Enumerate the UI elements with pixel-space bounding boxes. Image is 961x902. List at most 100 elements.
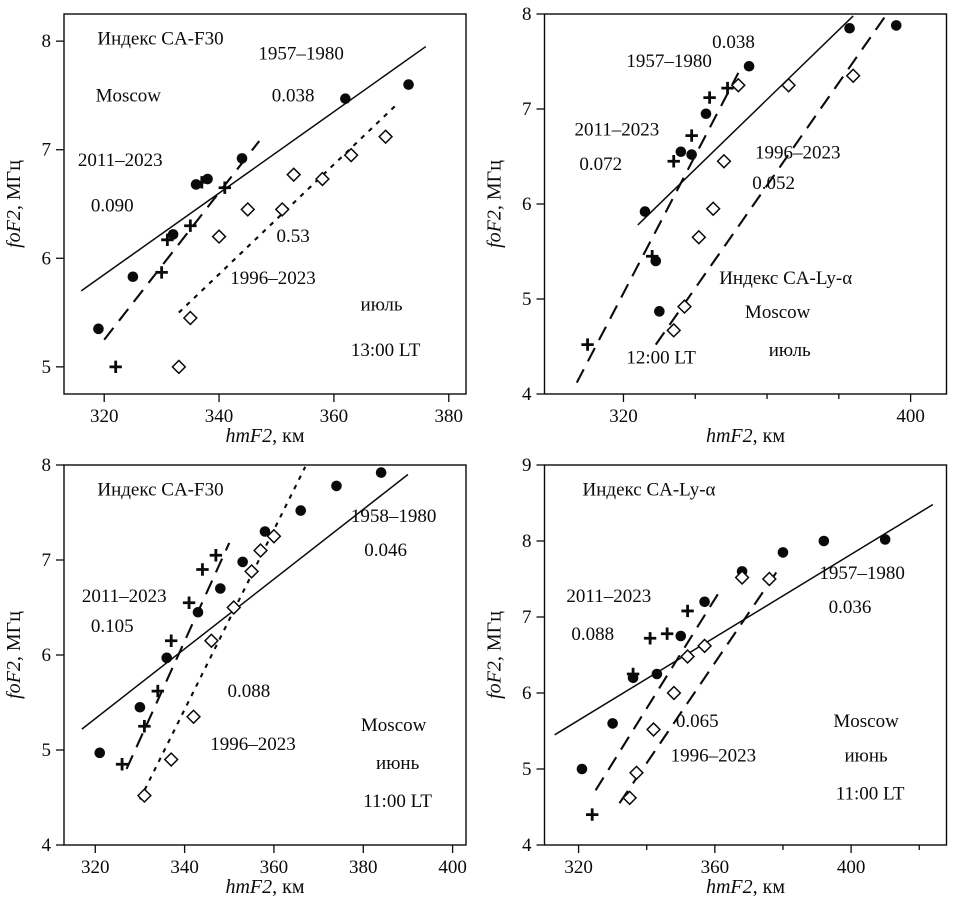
- series-plus: [581, 81, 734, 351]
- data-point-circle: [94, 747, 106, 759]
- scatter-plot-top-left: 320 340 360 380 5 6 7 8 hmF2, км foF2, МГц Индекс …: [0, 0, 480, 451]
- data-point-diamond: [136, 788, 152, 804]
- data-point-circle: [576, 763, 588, 775]
- series-circle: [93, 79, 414, 335]
- fit-line-plus: [103, 140, 261, 341]
- data-point-diamond: [240, 201, 256, 217]
- y-axis-label: foF2, МГц: [3, 611, 25, 699]
- annotation-text: 1957–1980: [626, 51, 712, 72]
- data-point-diamond: [266, 528, 282, 544]
- annotations: Индекс CA-F30 Moscow 1957–1980 0.038 2011–20…: [78, 28, 421, 361]
- y-axis: 4 5 6 7 8 9: [522, 455, 545, 856]
- data-point-circle: [375, 467, 387, 478]
- data-point-circle: [607, 718, 618, 729]
- x-tick-label: 400: [896, 406, 925, 427]
- data-point-circle: [743, 60, 755, 72]
- scatter-plot-bottom-right: 320 360 400 4 5 6 7 8 9 hmF2, км foF2, МГц Индекс C…: [480, 451, 961, 902]
- x-tick-label: 320: [81, 857, 110, 878]
- panel-bottom-left: 320 340 360 380 400 4 5 6 7 8 hmF2, км foF2, МГц Инд…: [0, 451, 480, 902]
- data-point-circle: [879, 534, 891, 545]
- x-axis-label: hmF2, км: [225, 876, 304, 898]
- data-point-circle: [295, 505, 307, 516]
- x-tick-label: 360: [320, 406, 349, 427]
- data-point-diamond: [622, 790, 638, 806]
- x-tick-label: 320: [609, 406, 638, 427]
- data-point-plus: [585, 808, 599, 821]
- annotation-text: 1996–2023: [755, 142, 841, 163]
- data-point-diamond: [716, 153, 732, 169]
- data-point-circle: [167, 229, 179, 240]
- fit-line-plus: [575, 72, 740, 384]
- annotation-text: 13:00 LT: [351, 340, 421, 361]
- data-point-circle: [237, 556, 248, 568]
- data-point-diamond: [781, 77, 797, 93]
- x-tick-label: 400: [837, 857, 866, 878]
- data-point-diamond: [186, 709, 201, 725]
- annotation-text: 0.038: [712, 32, 755, 53]
- annotation-text: 2011–2023: [78, 150, 163, 171]
- x-tick-label: 340: [170, 857, 199, 878]
- data-point-diamond: [734, 570, 750, 585]
- fit-line-plus: [594, 587, 723, 791]
- series-plus: [109, 176, 231, 374]
- annotation-text: Moscow: [833, 711, 899, 732]
- data-point-plus: [643, 632, 657, 645]
- fit-line-diamond: [654, 15, 887, 346]
- series-plus: [115, 549, 223, 771]
- data-point-diamond: [314, 171, 330, 187]
- series-circle: [94, 467, 387, 759]
- data-point-circle: [134, 701, 146, 713]
- y-axis: 5 6 7 8: [42, 31, 64, 378]
- x-tick-label: 360: [701, 857, 730, 878]
- panel-bottom-right: 320 360 400 4 5 6 7 8 9 hmF2, км foF2, МГц Индекс C…: [480, 451, 961, 902]
- data-point-diamond: [691, 229, 707, 245]
- plot-frame: [63, 13, 467, 395]
- annotation-text: 11:00 LT: [836, 783, 905, 804]
- series-circle: [639, 20, 902, 317]
- data-point-plus: [182, 596, 196, 609]
- data-point-circle: [259, 526, 271, 537]
- data-point-diamond: [666, 322, 682, 338]
- data-point-plus: [138, 720, 151, 733]
- data-point-circle: [403, 79, 414, 90]
- data-point-diamond: [646, 722, 661, 737]
- data-point-plus: [703, 91, 716, 104]
- annotations: Индекс CA-Ly-α 2011–2023 0.088 1957–1980 0.0…: [566, 479, 904, 804]
- data-point-plus: [685, 129, 698, 142]
- data-point-diamond: [274, 201, 290, 217]
- data-point-diamond: [211, 229, 227, 245]
- x-axis-label: hmF2, км: [225, 425, 304, 447]
- y-tick-label: 8: [522, 4, 532, 25]
- data-point-plus: [109, 360, 122, 374]
- data-point-circle: [192, 606, 204, 618]
- data-point-diamond: [680, 649, 696, 664]
- annotation-text: 0.105: [91, 616, 134, 637]
- y-tick-label: 6: [522, 194, 532, 215]
- x-tick-label: 320: [564, 857, 593, 878]
- scatter-plot-top-right: 320 400 4 5 6 7 8 hmF2, км foF2, МГц 0.0381957–19…: [480, 0, 961, 451]
- annotation-text: 2011–2023: [82, 586, 167, 607]
- data-point-diamond: [629, 765, 644, 781]
- data-point-circle: [331, 480, 342, 492]
- data-point-plus: [165, 634, 178, 647]
- annotation-text: 0.088: [228, 681, 271, 702]
- annotation-text: 0.046: [364, 540, 407, 561]
- data-point-plus: [161, 233, 174, 247]
- y-axis-label: foF2, МГц: [3, 160, 25, 248]
- x-axis-label: hmF2, км: [706, 425, 785, 447]
- y-axis: 4 5 6 7 8: [522, 4, 545, 405]
- y-axis: 4 5 6 7 8: [42, 455, 64, 856]
- y-tick-label: 6: [522, 683, 532, 704]
- y-tick-label: 8: [42, 31, 52, 52]
- data-point-plus: [667, 155, 680, 168]
- annotation-text: 1996–2023: [671, 745, 757, 766]
- annotation-text: 0.036: [829, 597, 872, 618]
- data-point-diamond: [163, 752, 179, 767]
- fit-line-circle: [81, 473, 409, 730]
- annotation-text: 12:00 LT: [626, 348, 696, 369]
- annotation-text: Индекс CA-F30: [97, 28, 223, 49]
- scatter-plot-bottom-left: 320 340 360 380 400 4 5 6 7 8 hmF2, км foF2, МГц Инд…: [0, 451, 480, 902]
- data-point-plus: [115, 758, 129, 771]
- y-tick-label: 8: [42, 455, 52, 476]
- annotation-text: Moscow: [96, 85, 162, 106]
